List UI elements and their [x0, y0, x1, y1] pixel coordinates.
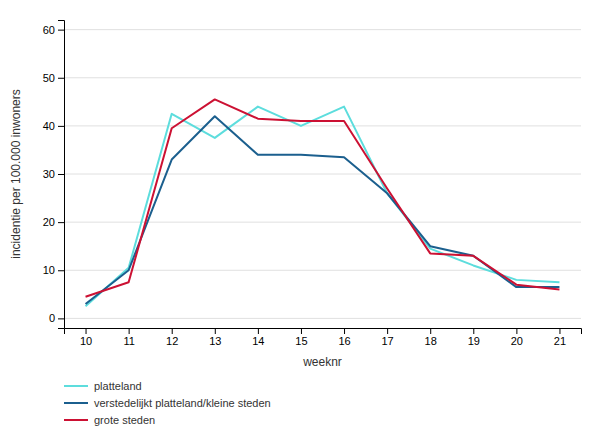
grid-line [64, 29, 581, 30]
tick-label: 50 [43, 72, 55, 84]
legend-item: grote steden [64, 414, 155, 426]
tick: 20 [43, 216, 64, 228]
tick: 30 [43, 168, 64, 180]
legend-swatch [64, 402, 88, 404]
grid-line [64, 77, 581, 78]
tick: 21 [554, 328, 566, 347]
x-axis: 10 11 12 13 14 15 16 17 18 19 20 21 [65, 328, 582, 347]
lines [86, 99, 560, 306]
tick-label: 15 [295, 335, 307, 347]
grid [64, 30, 581, 319]
tick-mark [58, 318, 64, 319]
tick: 10 [80, 328, 92, 347]
tick-mark [559, 328, 560, 334]
tick-label: 19 [468, 335, 480, 347]
tick-label: 30 [43, 168, 55, 180]
tick-label: 13 [209, 335, 221, 347]
tick-label: 11 [123, 335, 134, 347]
legend-swatch [64, 385, 88, 387]
legend-item: verstedelijkt platteland/kleine steden [64, 397, 271, 409]
tick-mark [473, 328, 474, 334]
axis-line [58, 21, 65, 329]
tick-mark [215, 328, 216, 334]
tick: 60 [43, 24, 64, 36]
legend: platteland verstedelijkt platteland/klein… [64, 380, 271, 426]
tick-mark [58, 126, 64, 127]
grid-line [64, 318, 581, 319]
tick: 13 [209, 328, 221, 347]
tick: 40 [43, 120, 64, 132]
tick-label: 0 [49, 312, 55, 324]
tick: 17 [382, 328, 394, 347]
tick-label: 14 [252, 335, 264, 347]
tick-mark [58, 174, 64, 175]
tick: 15 [295, 328, 307, 347]
legend-label: grote steden [94, 414, 155, 426]
tick-mark [58, 30, 64, 31]
tick-label: 16 [338, 335, 350, 347]
y-axis-title: incidentie per 100.000 inwoners [9, 89, 23, 258]
tick: 11 [123, 328, 134, 347]
tick-label: 21 [554, 335, 566, 347]
plot-area: 10 11 12 13 14 15 16 17 18 19 20 21 0 10 20 30 40 50 60 wee… [9, 21, 582, 370]
grid-line [64, 174, 581, 175]
legend-item: platteland [64, 380, 142, 392]
tick-label: 10 [43, 264, 55, 276]
chart-container: 10 11 12 13 14 15 16 17 18 19 20 21 0 10 20 30 40 50 60 wee… [0, 0, 605, 440]
tick-label: 20 [43, 216, 55, 228]
tick-mark [258, 328, 259, 334]
legend-swatch [64, 419, 88, 421]
grid-line [64, 270, 581, 271]
tick: 14 [252, 328, 264, 347]
tick-mark [516, 328, 517, 334]
tick: 50 [43, 72, 64, 84]
tick: 10 [43, 264, 64, 276]
tick-mark [58, 222, 64, 223]
tick-mark [430, 328, 431, 334]
tick-label: 40 [43, 120, 55, 132]
tick: 18 [425, 328, 437, 347]
tick-mark [58, 270, 64, 271]
y-axis: 0 10 20 30 40 50 60 [43, 21, 65, 329]
tick-label: 17 [382, 335, 394, 347]
tick-mark [58, 78, 64, 79]
tick-mark [129, 328, 130, 334]
tick-mark [86, 328, 87, 334]
series-line [86, 107, 560, 307]
tick: 19 [468, 328, 480, 347]
tick: 16 [338, 328, 350, 347]
tick: 0 [49, 312, 64, 324]
legend-label: platteland [94, 380, 142, 392]
chart-svg: 10 11 12 13 14 15 16 17 18 19 20 21 0 10 20 30 40 50 60 wee… [0, 0, 605, 440]
tick: 12 [166, 328, 178, 347]
tick-mark [301, 328, 302, 334]
tick-mark [172, 328, 173, 334]
legend-label: verstedelijkt platteland/kleine steden [94, 397, 271, 409]
tick-label: 18 [425, 335, 437, 347]
tick-mark [387, 328, 388, 334]
x-axis-title: weeknr [302, 355, 342, 369]
tick-label: 60 [43, 24, 55, 36]
tick: 20 [511, 328, 523, 347]
axis-line [65, 329, 582, 335]
tick-label: 10 [80, 335, 92, 347]
series-line [86, 116, 560, 304]
grid-line [64, 125, 581, 126]
tick-label: 20 [511, 335, 523, 347]
tick-mark [344, 328, 345, 334]
tick-label: 12 [166, 335, 178, 347]
series-line [86, 99, 560, 296]
